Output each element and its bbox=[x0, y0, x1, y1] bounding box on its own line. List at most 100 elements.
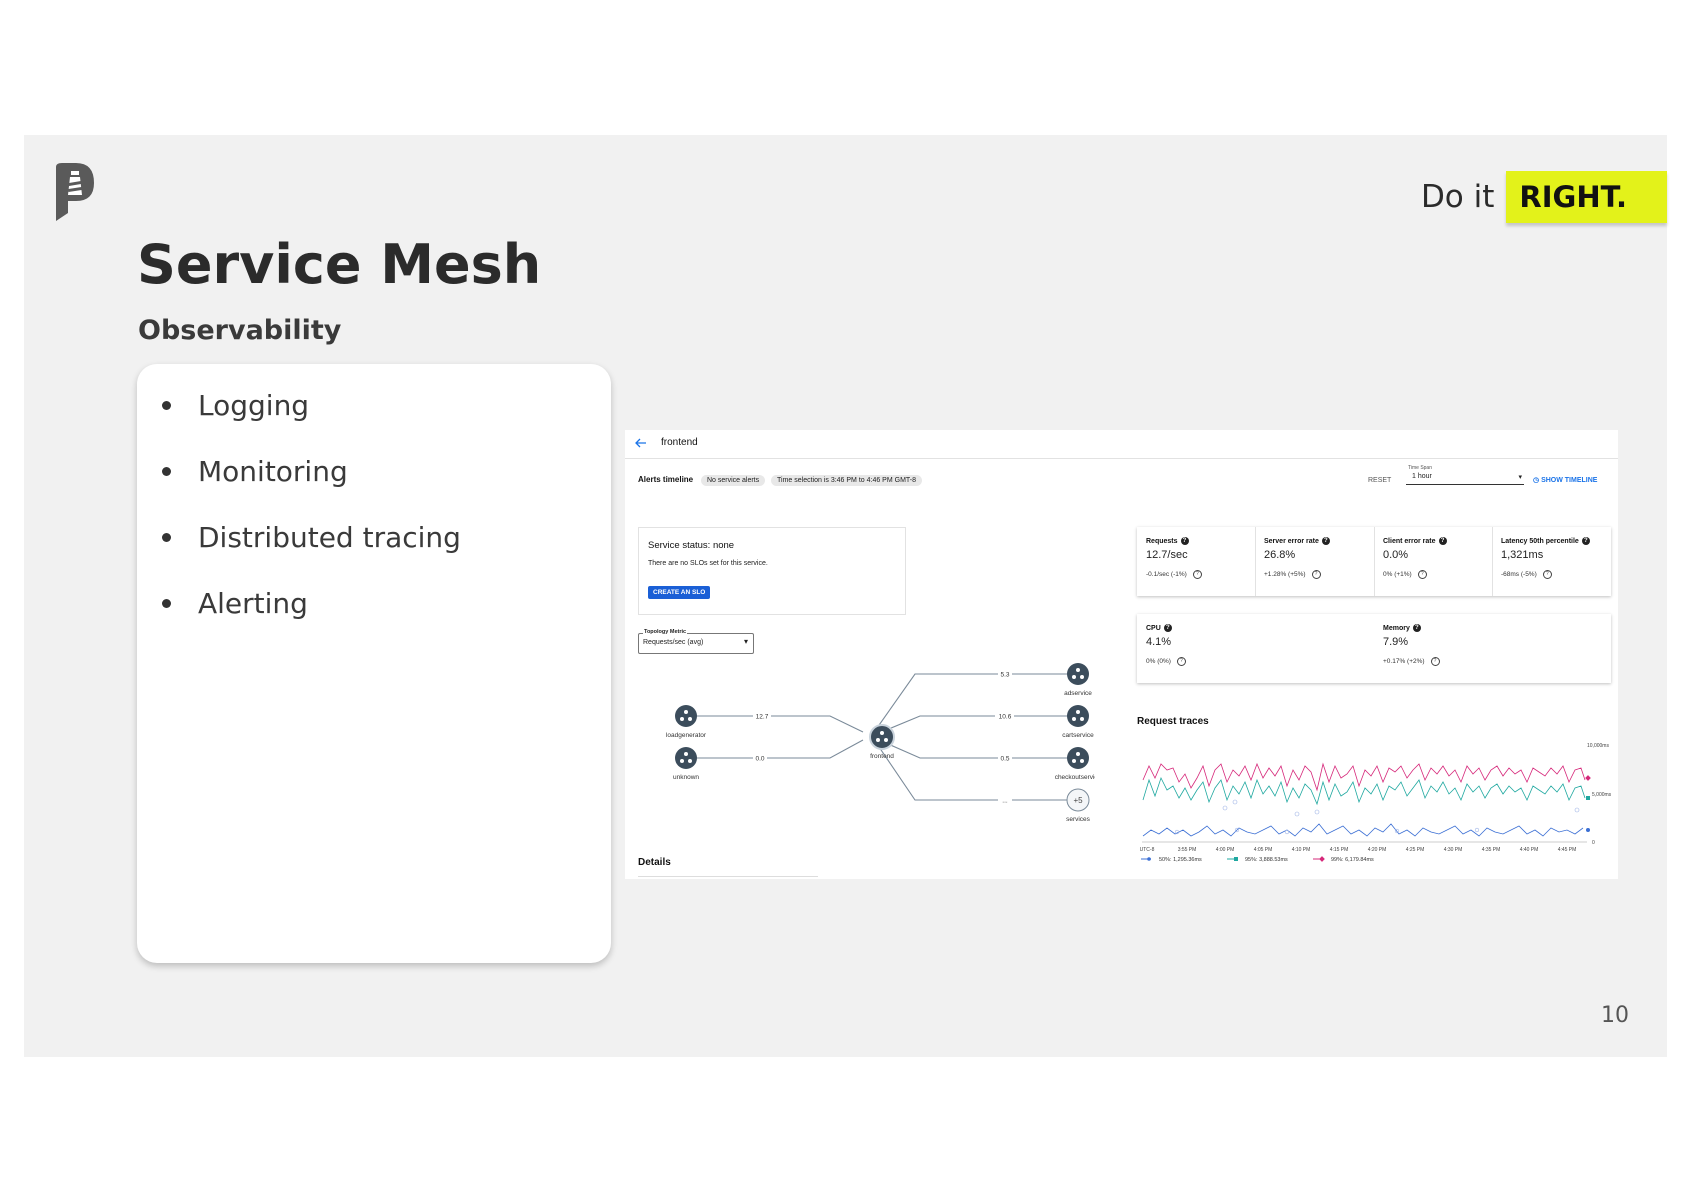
node-checkoutservice[interactable] bbox=[1067, 747, 1089, 769]
help-outline-icon[interactable]: ? bbox=[1192, 570, 1202, 579]
reset-button[interactable]: RESET bbox=[1368, 477, 1392, 484]
help-outline-icon[interactable]: ? bbox=[1311, 570, 1321, 579]
metric-server-error-rate: Server error rate? 26.8% +1.28% (+5%)? bbox=[1264, 537, 1330, 579]
legend-item-50[interactable]: 50%: 1,295.36ms bbox=[1141, 857, 1202, 863]
service-name: frontend bbox=[661, 437, 698, 448]
node-label: adservice bbox=[1064, 690, 1092, 697]
x-axis-label: 4:25 PM bbox=[1406, 847, 1425, 853]
help-icon[interactable]: ? bbox=[1581, 537, 1590, 545]
more-services-count: +5 bbox=[1073, 796, 1083, 805]
x-axis-label: 4:15 PM bbox=[1330, 847, 1349, 853]
legend-item-95[interactable]: 95%: 3,888.53ms bbox=[1227, 857, 1288, 863]
node-unknown[interactable] bbox=[675, 747, 697, 769]
clock-icon: ◷ bbox=[1533, 477, 1540, 484]
node-label: checkoutservice bbox=[1055, 774, 1095, 781]
metric-delta: 0% (0%) bbox=[1146, 658, 1171, 666]
show-timeline-button[interactable]: ◷ SHOW TIMELINE bbox=[1533, 476, 1597, 484]
show-timeline-label: SHOW TIMELINE bbox=[1541, 477, 1598, 484]
help-icon[interactable]: ? bbox=[1180, 537, 1189, 545]
bullet-card: Logging Monitoring Distributed tracing A… bbox=[137, 364, 611, 963]
y-axis-label: 10,000ms bbox=[1587, 743, 1609, 749]
x-axis-label: 4:20 PM bbox=[1368, 847, 1387, 853]
bullet-dot-icon bbox=[162, 533, 171, 542]
metric-delta: -0.1/sec (-1%) bbox=[1146, 571, 1187, 579]
no-alerts-pill: No service alerts bbox=[701, 475, 766, 486]
metric-label: Latency 50th percentile bbox=[1501, 537, 1579, 545]
legend-label: 50%: 1,295.36ms bbox=[1159, 857, 1202, 863]
metric-divider bbox=[1492, 527, 1493, 596]
help-icon[interactable]: ? bbox=[1163, 624, 1172, 632]
metric-label: Server error rate bbox=[1264, 537, 1319, 545]
service-status-card: Service status: none There are no SLOs s… bbox=[638, 527, 906, 615]
bullet-text: Alerting bbox=[198, 587, 308, 620]
bullet-item: Logging bbox=[137, 384, 611, 450]
bullet-item: Monitoring bbox=[137, 450, 611, 516]
service-status-text: There are no SLOs set for this service. bbox=[648, 560, 768, 567]
y-axis-label: 0 bbox=[1592, 840, 1595, 846]
bullet-text: Monitoring bbox=[198, 455, 348, 488]
x-axis-label: 4:10 PM bbox=[1292, 847, 1311, 853]
metric-requests: Requests? 12.7/sec -0.1/sec (-1%)? bbox=[1146, 537, 1202, 579]
metric-cpu: CPU? 4.1% 0% (0%)? bbox=[1146, 624, 1186, 666]
help-icon[interactable]: ? bbox=[1412, 624, 1421, 632]
bullet-text: Distributed tracing bbox=[198, 521, 461, 554]
help-outline-icon[interactable]: ? bbox=[1542, 570, 1552, 579]
request-traces-chart: 10,000ms 5,000ms 0 UTC-8 3:55 PM 4:00 PM… bbox=[1140, 743, 1612, 863]
legend-label: 95%: 3,888.53ms bbox=[1245, 857, 1288, 863]
metric-label: Requests bbox=[1146, 537, 1178, 545]
node-label: unknown bbox=[673, 774, 699, 781]
x-axis-label: UTC-8 bbox=[1140, 847, 1155, 853]
metric-value: 12.7/sec bbox=[1146, 549, 1188, 561]
metric-value: 4.1% bbox=[1146, 636, 1172, 648]
node-label: cartservice bbox=[1062, 732, 1094, 739]
create-slo-button[interactable]: CREATE AN SLO bbox=[648, 586, 711, 599]
legend-item-99[interactable]: 99%: 6,179.84ms bbox=[1313, 856, 1374, 863]
metric-value: 1,321ms bbox=[1501, 549, 1544, 561]
bullet-text: Logging bbox=[198, 389, 310, 422]
x-axis-label: 4:45 PM bbox=[1558, 847, 1577, 853]
node-cartservice[interactable] bbox=[1067, 705, 1089, 727]
edge-label: 10.6 bbox=[999, 714, 1012, 721]
time-span-label: Time Span bbox=[1408, 465, 1432, 471]
metric-label: Memory bbox=[1383, 624, 1410, 632]
time-span-select[interactable]: 1 hour ▾ bbox=[1406, 472, 1524, 485]
help-icon[interactable]: ? bbox=[1321, 537, 1330, 545]
x-axis-label: 3:55 PM bbox=[1178, 847, 1197, 853]
metric-delta: +0.17% (+2%) bbox=[1383, 658, 1425, 666]
edge-label: 12.7 bbox=[756, 714, 769, 721]
node-label: services bbox=[1066, 816, 1091, 823]
node-frontend[interactable] bbox=[869, 724, 895, 750]
brand-logo-icon bbox=[56, 163, 94, 221]
x-axis-label: 4:30 PM bbox=[1444, 847, 1463, 853]
x-axis-label: 4:05 PM bbox=[1254, 847, 1273, 853]
chevron-down-icon: ▾ bbox=[743, 637, 748, 646]
series-99-line bbox=[1142, 762, 1586, 792]
series-95-line bbox=[1142, 776, 1586, 806]
y-axis-label: 5,000ms bbox=[1592, 792, 1612, 798]
metric-divider bbox=[1255, 527, 1256, 596]
edge-label: ... bbox=[1002, 798, 1008, 805]
edge-label: 0.0 bbox=[755, 756, 764, 763]
series-50-line bbox=[1142, 823, 1584, 837]
bullet-dot-icon bbox=[162, 401, 171, 410]
metric-memory: Memory? 7.9% +0.17% (+2%)? bbox=[1383, 624, 1440, 666]
metric-delta: +1.28% (+5%) bbox=[1264, 571, 1306, 579]
topology-metric-value: Requests/sec (avg) bbox=[643, 639, 704, 646]
node-more-services[interactable] bbox=[1066, 788, 1090, 812]
metric-value: 26.8% bbox=[1264, 549, 1296, 561]
metric-label: Client error rate bbox=[1383, 537, 1436, 545]
help-outline-icon[interactable]: ? bbox=[1176, 657, 1186, 666]
help-icon[interactable]: ? bbox=[1438, 537, 1447, 545]
help-outline-icon[interactable]: ? bbox=[1430, 657, 1440, 666]
topology-metric-select[interactable]: Topology Metric Requests/sec (avg) ▾ bbox=[638, 629, 754, 654]
bullet-item: Distributed tracing bbox=[137, 516, 611, 582]
node-adservice[interactable] bbox=[1067, 663, 1089, 685]
help-outline-icon[interactable]: ? bbox=[1417, 570, 1427, 579]
metric-delta: 0% (+1%) bbox=[1383, 571, 1412, 579]
node-loadgenerator[interactable] bbox=[675, 705, 697, 727]
arrow-left-icon[interactable] bbox=[635, 438, 647, 448]
bullet-list: Logging Monitoring Distributed tracing A… bbox=[137, 364, 611, 648]
metric-value: 0.0% bbox=[1383, 549, 1409, 561]
x-axis-label: 4:00 PM bbox=[1216, 847, 1235, 853]
metric-value: 7.9% bbox=[1383, 636, 1409, 648]
